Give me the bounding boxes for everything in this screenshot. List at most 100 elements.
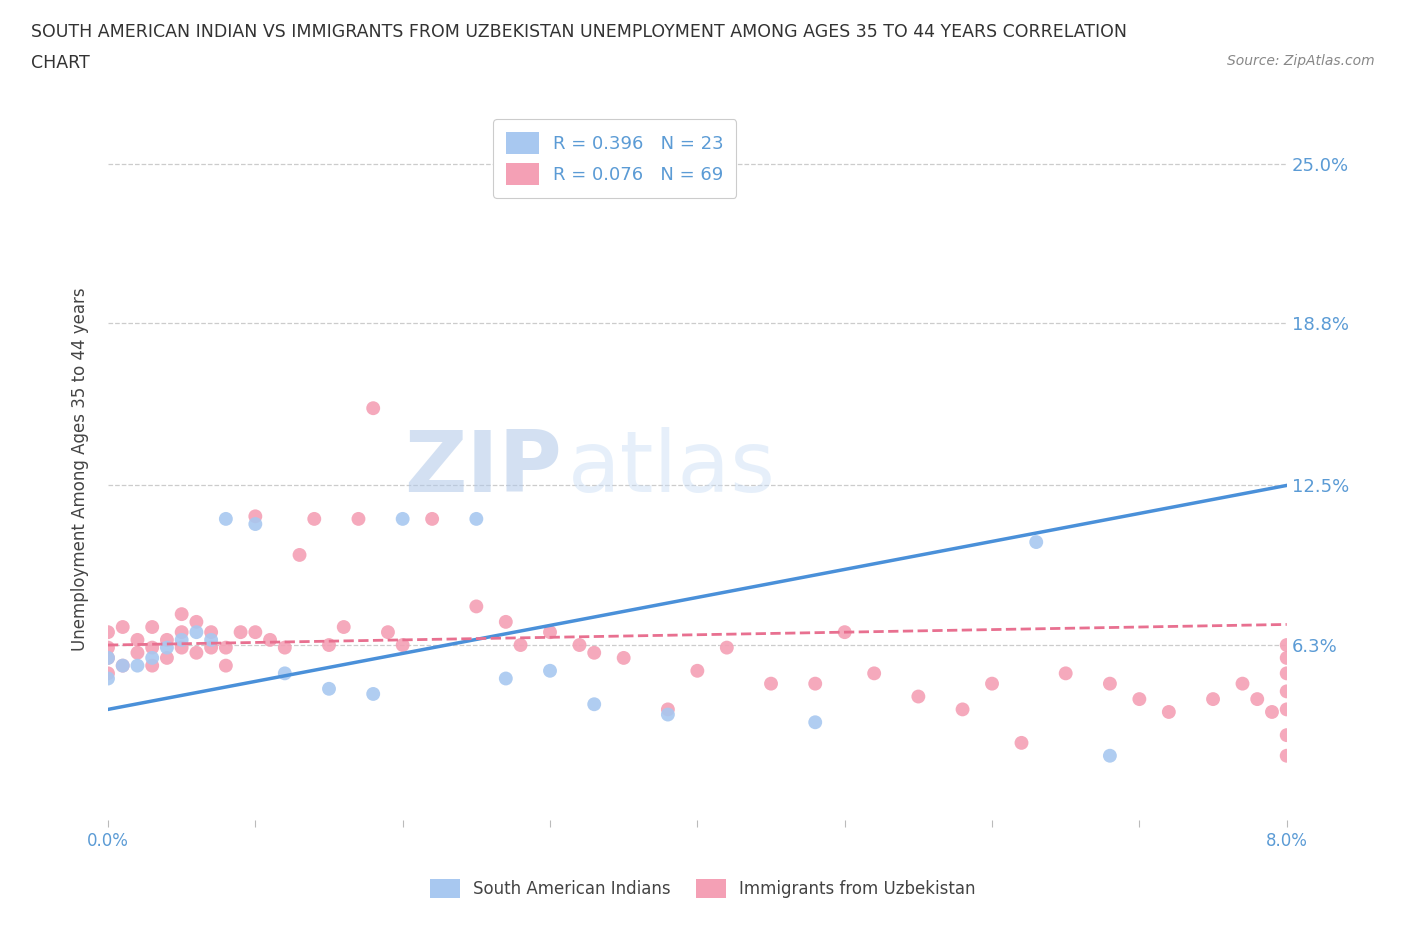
- Point: [304, 512, 326, 526]
- Point: [509, 638, 531, 653]
- Point: [215, 658, 238, 673]
- Point: [111, 619, 134, 634]
- Point: [200, 632, 222, 647]
- Point: [657, 707, 679, 722]
- Point: [834, 625, 856, 640]
- Point: [613, 650, 636, 665]
- Point: [97, 625, 120, 640]
- Point: [1232, 676, 1254, 691]
- Point: [156, 640, 179, 655]
- Point: [1275, 650, 1298, 665]
- Point: [274, 640, 297, 655]
- Text: CHART: CHART: [31, 54, 90, 72]
- Point: [318, 682, 340, 697]
- Legend: R = 0.396   N = 23, R = 0.076   N = 69: R = 0.396 N = 23, R = 0.076 N = 69: [494, 119, 737, 198]
- Point: [170, 625, 193, 640]
- Text: atlas: atlas: [568, 427, 776, 511]
- Point: [186, 645, 208, 660]
- Point: [186, 615, 208, 630]
- Point: [97, 666, 120, 681]
- Point: [1054, 666, 1077, 681]
- Point: [568, 638, 591, 653]
- Point: [657, 702, 679, 717]
- Point: [804, 715, 827, 730]
- Point: [259, 632, 281, 647]
- Text: SOUTH AMERICAN INDIAN VS IMMIGRANTS FROM UZBEKISTAN UNEMPLOYMENT AMONG AGES 35 T: SOUTH AMERICAN INDIAN VS IMMIGRANTS FROM…: [31, 23, 1128, 41]
- Point: [200, 640, 222, 655]
- Point: [420, 512, 443, 526]
- Point: [1275, 727, 1298, 742]
- Point: [186, 625, 208, 640]
- Point: [1098, 676, 1121, 691]
- Point: [1275, 749, 1298, 764]
- Point: [686, 663, 709, 678]
- Legend: South American Indians, Immigrants from Uzbekistan: South American Indians, Immigrants from …: [423, 872, 983, 905]
- Point: [759, 676, 782, 691]
- Point: [97, 650, 120, 665]
- Point: [1275, 638, 1298, 653]
- Point: [952, 702, 974, 717]
- Point: [141, 658, 163, 673]
- Point: [274, 666, 297, 681]
- Text: Source: ZipAtlas.com: Source: ZipAtlas.com: [1227, 54, 1375, 68]
- Point: [200, 625, 222, 640]
- Point: [111, 658, 134, 673]
- Point: [1157, 705, 1180, 720]
- Point: [716, 640, 738, 655]
- Text: ZIP: ZIP: [404, 427, 562, 511]
- Point: [465, 599, 488, 614]
- Point: [1098, 749, 1121, 764]
- Point: [391, 512, 413, 526]
- Point: [156, 632, 179, 647]
- Point: [156, 650, 179, 665]
- Point: [863, 666, 886, 681]
- Point: [1246, 692, 1268, 707]
- Point: [127, 645, 149, 660]
- Point: [288, 548, 311, 563]
- Point: [141, 640, 163, 655]
- Point: [141, 619, 163, 634]
- Point: [1202, 692, 1225, 707]
- Point: [583, 697, 606, 711]
- Point: [127, 658, 149, 673]
- Point: [170, 606, 193, 621]
- Point: [981, 676, 1004, 691]
- Point: [1011, 736, 1033, 751]
- Point: [377, 625, 399, 640]
- Point: [1275, 666, 1298, 681]
- Point: [318, 638, 340, 653]
- Point: [97, 640, 120, 655]
- Point: [583, 645, 606, 660]
- Point: [1025, 535, 1047, 550]
- Point: [245, 625, 267, 640]
- Point: [229, 625, 252, 640]
- Point: [127, 632, 149, 647]
- Point: [111, 658, 134, 673]
- Point: [141, 650, 163, 665]
- Point: [391, 638, 413, 653]
- Point: [465, 512, 488, 526]
- Point: [1261, 705, 1284, 720]
- Point: [245, 516, 267, 531]
- Y-axis label: Unemployment Among Ages 35 to 44 years: Unemployment Among Ages 35 to 44 years: [72, 286, 89, 650]
- Point: [804, 676, 827, 691]
- Point: [170, 640, 193, 655]
- Point: [245, 509, 267, 524]
- Point: [361, 686, 384, 701]
- Point: [332, 619, 354, 634]
- Point: [97, 650, 120, 665]
- Point: [1128, 692, 1150, 707]
- Point: [97, 671, 120, 686]
- Point: [347, 512, 370, 526]
- Point: [495, 615, 517, 630]
- Point: [538, 663, 561, 678]
- Point: [215, 640, 238, 655]
- Point: [1275, 702, 1298, 717]
- Point: [215, 512, 238, 526]
- Point: [170, 632, 193, 647]
- Point: [907, 689, 929, 704]
- Point: [538, 625, 561, 640]
- Point: [495, 671, 517, 686]
- Point: [361, 401, 384, 416]
- Point: [1275, 684, 1298, 698]
